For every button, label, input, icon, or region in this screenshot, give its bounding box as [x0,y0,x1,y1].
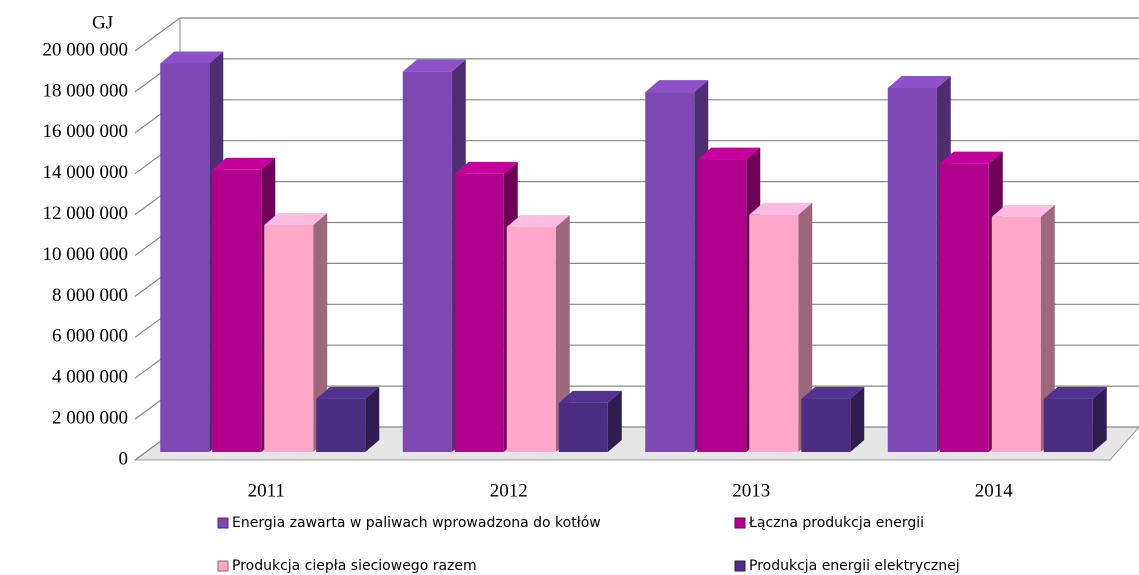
bar-front [558,402,608,452]
y-tick-label: 6 000 000 [52,326,128,347]
bar [506,215,570,452]
bar-front [212,169,262,453]
bar-front [801,398,851,452]
y-tick-label: 4 000 000 [52,367,128,388]
bar-side [555,215,570,452]
bar-front [316,398,366,452]
bar-top [402,59,466,72]
y-tick-label: 16 000 000 [43,121,129,142]
bar-top [749,202,813,215]
y-tick-label: 2 000 000 [52,407,128,428]
bar-side [798,202,813,452]
bar-top [264,213,328,226]
y-tick-label: 8 000 000 [52,285,128,306]
y-tick-label: 20 000 000 [43,39,129,60]
y-tick-label: 18 000 000 [43,80,129,101]
bar-front [454,173,504,452]
legend-label: Łączna produkcja energii [748,515,924,531]
legend-label: Produkcja energii elektrycznej [749,558,960,574]
bar-side [850,386,865,452]
bar-front [887,87,937,453]
bar-side [313,213,328,452]
bar-top [645,80,709,93]
bar-front [939,163,989,452]
x-tick-label: 2013 [732,480,770,501]
bar-top [697,147,761,160]
grid-line [134,58,1139,93]
legend-swatch [217,560,229,572]
bar-top [454,161,518,174]
bar-top [991,204,1055,217]
y-axis-label: GJ [92,12,113,33]
bar-front [645,92,695,452]
bar-top [939,151,1003,164]
bar-top [887,75,951,88]
y-tick-label: 0 [119,448,129,469]
bar [991,204,1055,452]
bar-top [1043,386,1107,399]
bar [801,386,865,452]
x-tick-label: 2014 [975,480,1014,501]
bar-top [316,386,380,399]
bar-side [1092,386,1107,452]
bar-side [1040,204,1055,452]
bar-front [749,214,799,452]
bar-front [264,225,314,452]
legend-swatch [734,560,746,572]
legend-label: Energia zawarta w paliwach wprowadzona d… [232,515,601,531]
bar-top [506,215,570,228]
grid-line [134,17,1139,52]
bar-side [607,390,622,452]
bar-front [402,71,452,452]
bar-front [697,159,747,452]
bar-top [160,51,224,64]
bar-top [801,386,865,399]
y-tick-label: 12 000 000 [43,203,129,224]
bar-front [160,63,210,452]
x-tick-label: 2011 [248,480,285,501]
bar [264,213,328,452]
legend-swatch [734,517,746,529]
bar-top [558,390,622,403]
x-tick-label: 2012 [490,480,528,501]
bar-side [365,386,380,452]
bar-top [212,157,276,170]
bar [558,390,622,452]
y-tick-label: 10 000 000 [43,244,129,265]
grid-line [134,99,1139,134]
bar-front [991,216,1041,452]
legend-label: Produkcja ciepła sieciowego razem [232,558,477,574]
bar [1043,386,1107,452]
bar-front [506,227,556,452]
y-tick-label: 14 000 000 [43,162,129,183]
bar-front [1043,398,1093,452]
legend-swatch [217,517,229,529]
bar [749,202,813,452]
bar [316,386,380,452]
